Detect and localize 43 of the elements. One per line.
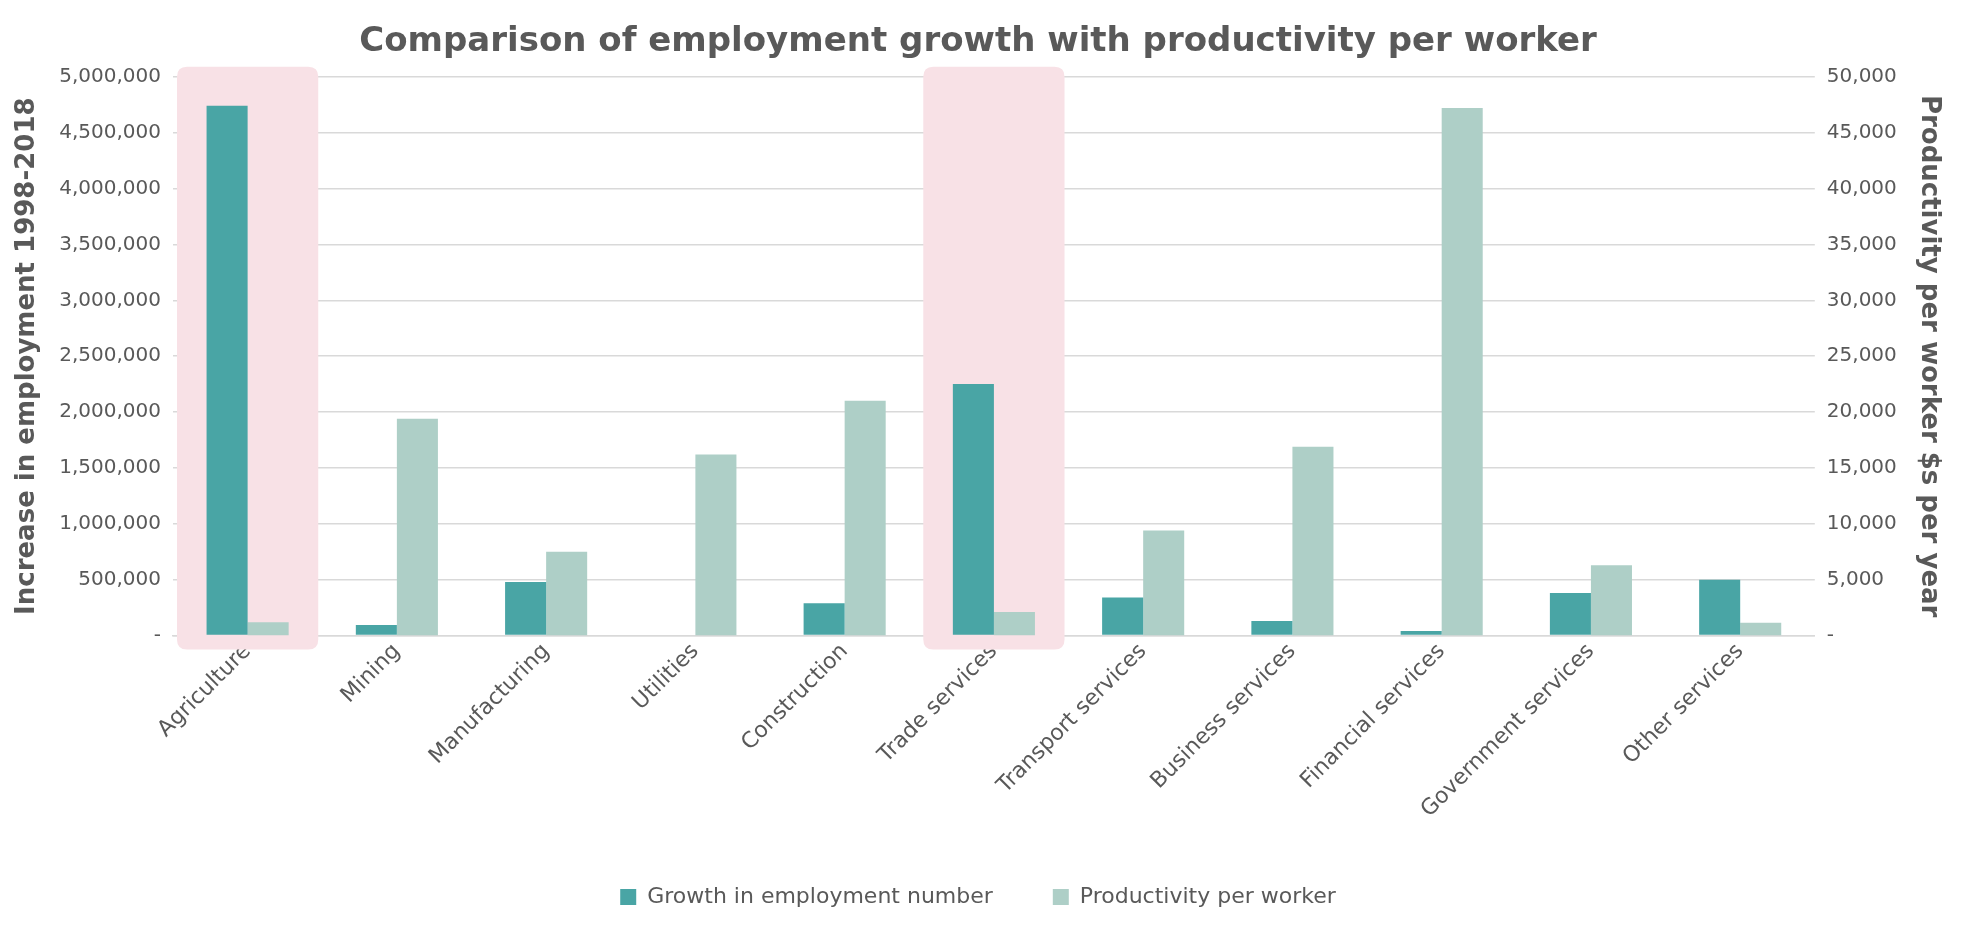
y2-tick-label: 35,000 [1826,230,1897,255]
y-tick-label: 3,000,000 [59,286,161,311]
y-tick-label: 500,000 [78,565,161,590]
bar [993,612,1035,636]
y-tick-label: 4,000,000 [59,174,161,199]
y-tick-label: 2,500,000 [59,342,161,367]
bar [803,603,845,635]
y2-tick-label: 50,000 [1826,63,1897,87]
y2-tick-label: 10,000 [1826,510,1897,534]
bar [695,454,737,636]
y-tick-label: 1,500,000 [59,454,161,479]
y2-tick-label: 30,000 [1826,286,1897,311]
y2-tick-label: 15,000 [1826,454,1897,479]
bar [952,384,994,635]
y-axis-title: Increase in employment 1998-2018 [10,97,41,615]
y-tick-label: 3,500,000 [59,230,161,255]
bar [1292,446,1334,636]
y-tick-label: 2,000,000 [59,398,161,423]
bar [1740,622,1782,636]
bar [355,624,397,635]
y2-tick-label: 5,000 [1826,565,1885,590]
y2-tick-label: 25,000 [1826,342,1897,367]
bar [396,418,438,636]
bar [1441,108,1483,636]
y-tick-label: 1,000,000 [59,510,161,534]
bar [247,622,289,636]
y-tick-label: - [153,621,161,646]
y2-axis-title: Productivity per worker $s per year [1915,94,1946,618]
legend-label: Productivity per worker [1079,882,1337,908]
y2-tick-label: - [1826,621,1835,646]
y2-tick-label: 40,000 [1826,174,1897,199]
bar [1400,631,1442,635]
bar [206,105,248,635]
y-tick-label: 5,000,000 [59,63,161,87]
bar [1143,530,1185,636]
y-tick-label: 4,500,000 [59,118,161,143]
y2-tick-label: 45,000 [1826,118,1897,143]
bar [1251,621,1293,635]
y2-tick-label: 20,000 [1826,398,1897,423]
legend-label: Growth in employment number [647,882,994,908]
chart-title: Comparison of employment growth with productivity per worker [359,19,1598,60]
bar [844,400,886,636]
bar [1699,579,1741,635]
